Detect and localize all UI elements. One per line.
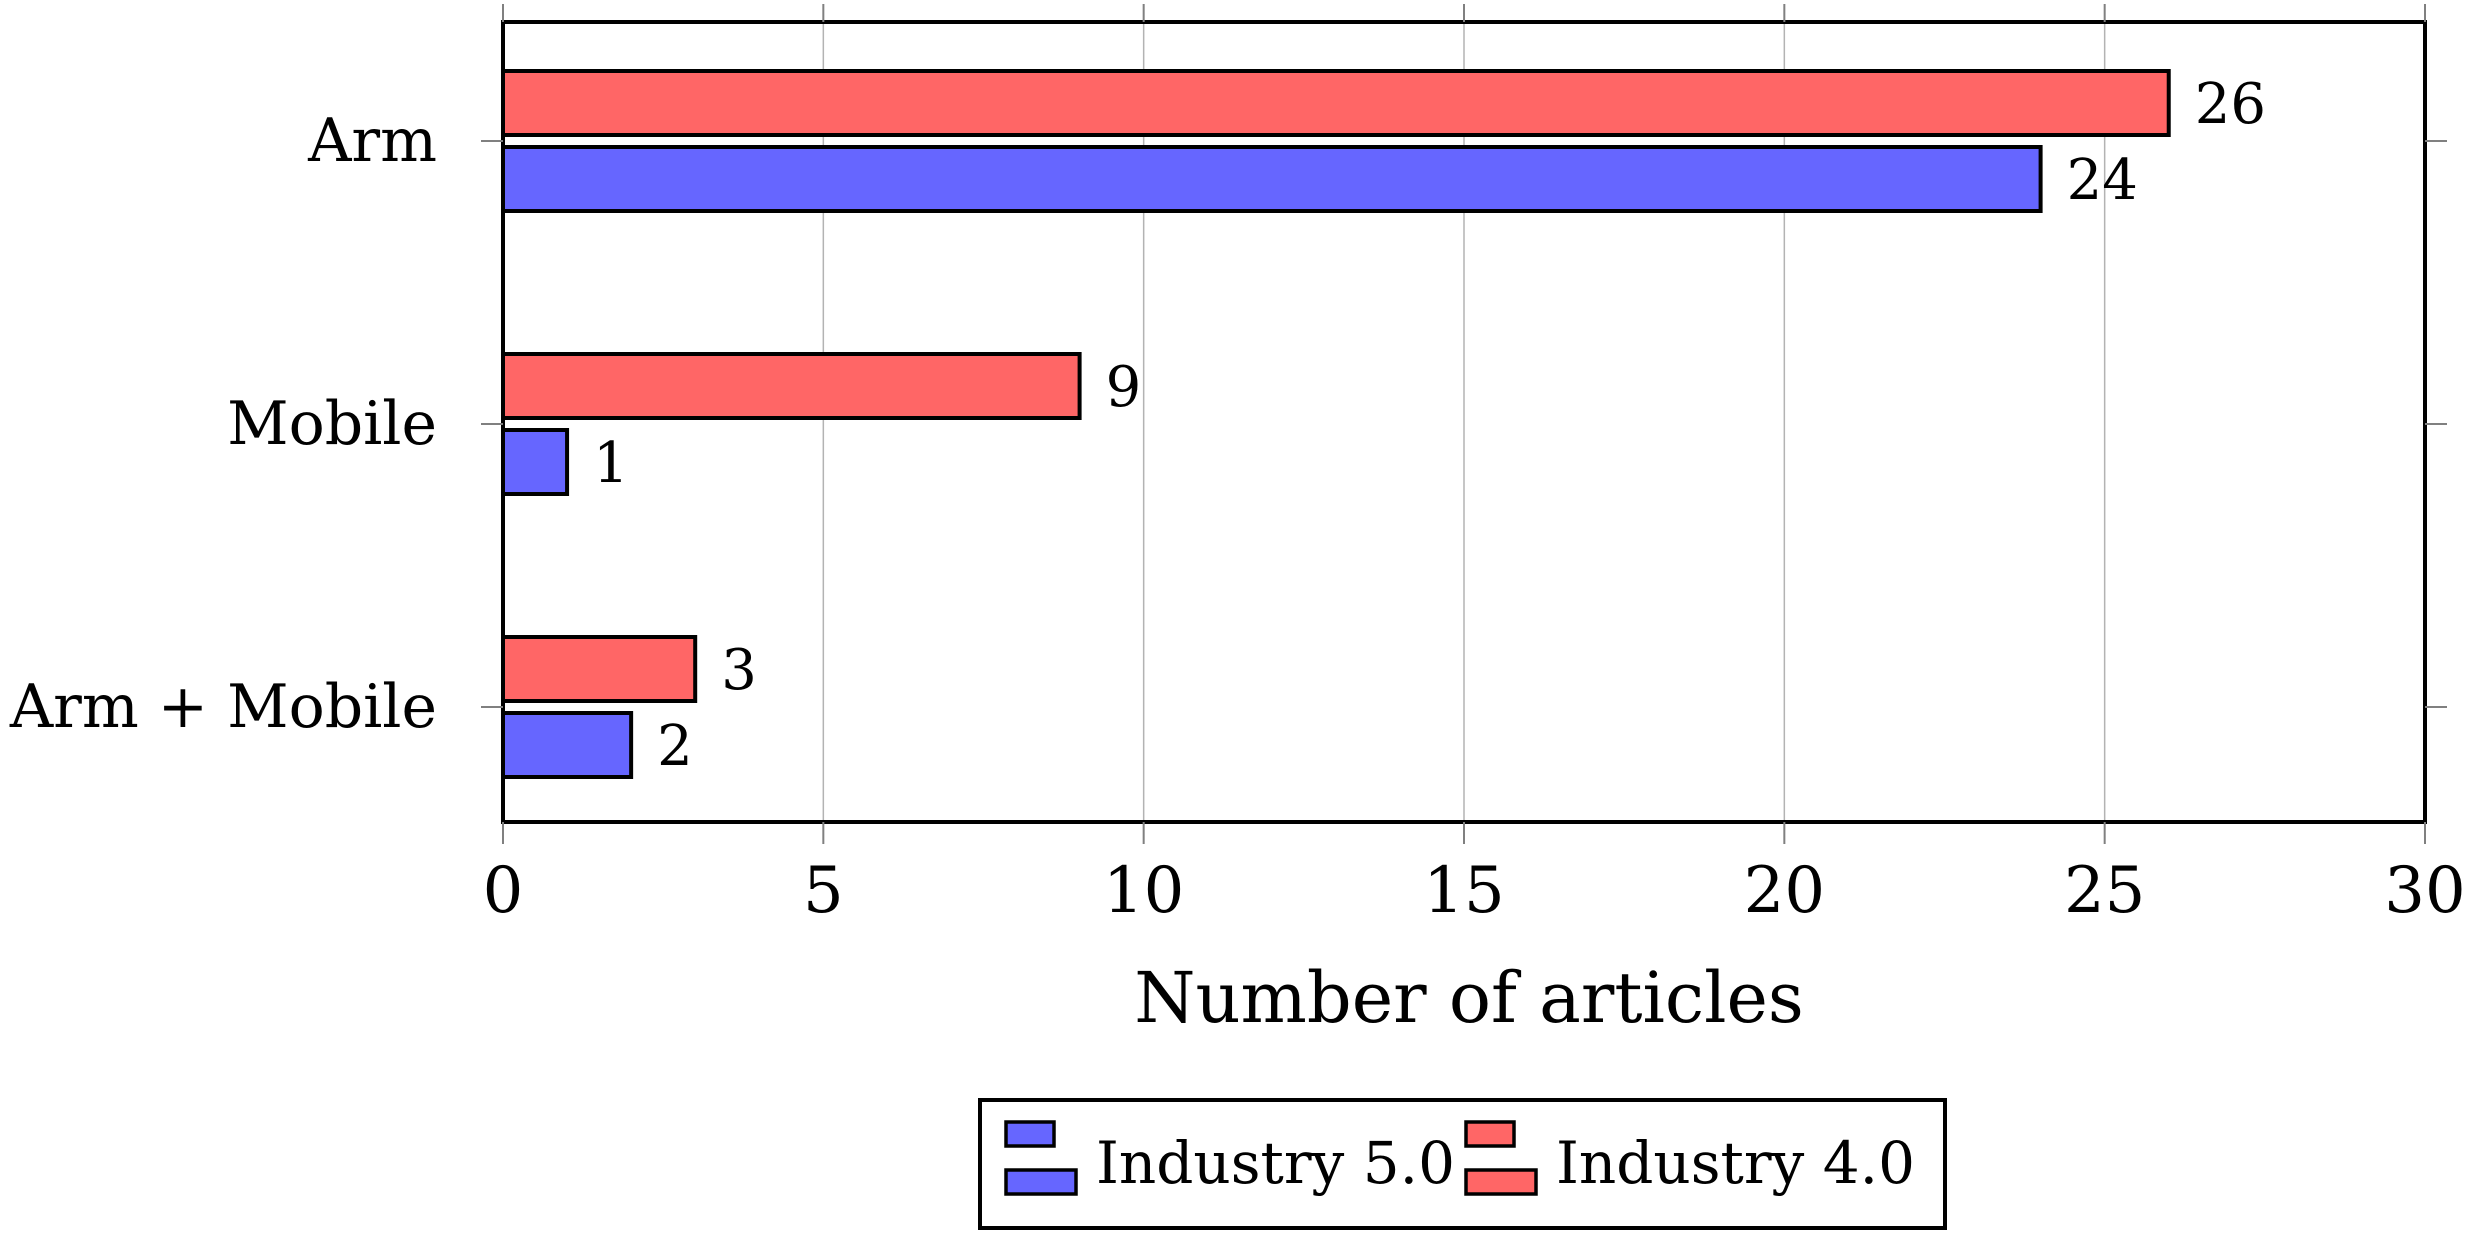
bar xyxy=(501,69,2171,137)
data-label: 26 xyxy=(2195,72,2266,137)
data-labels: 26 24 9 1 32 xyxy=(593,72,2266,779)
data-label: 3 xyxy=(721,638,757,703)
legend-swatch xyxy=(1464,1120,1516,1148)
grid-lines xyxy=(822,22,2106,822)
y-tick-label: Arm + Mobile xyxy=(9,672,437,742)
x-tick-label: 25 xyxy=(2064,854,2145,928)
data-label: 9 xyxy=(1106,355,1142,420)
x-tick-label: 0 xyxy=(483,854,524,928)
y-tick-label: Mobile xyxy=(227,389,437,459)
legend-box xyxy=(978,1098,1947,1230)
legend-label: Industry 4.0 xyxy=(1556,1129,1915,1197)
x-tick-label: 15 xyxy=(1423,854,1504,928)
bar xyxy=(501,635,698,703)
x-tick-label: 10 xyxy=(1103,854,1184,928)
bar xyxy=(501,428,570,496)
bar xyxy=(501,352,1082,420)
legend: Industry 5.0 Industry 4.0 xyxy=(978,1098,1947,1230)
legend-swatch xyxy=(1464,1168,1538,1196)
x-tick-label: 5 xyxy=(803,854,844,928)
legend-swatch xyxy=(1004,1168,1078,1196)
bar xyxy=(501,145,2043,213)
legend-swatch xyxy=(1004,1120,1056,1148)
x-tick-label: 20 xyxy=(1744,854,1825,928)
y-tick-label: Arm xyxy=(307,106,437,176)
data-label: 2 xyxy=(657,714,693,779)
x-axis-title: Number of articles xyxy=(1134,957,1804,1039)
axis-ticks: 0 5 10 15 20 25 30 Arm Mobile Arm + Mobile xyxy=(9,4,2466,928)
legend-label: Industry 5.0 xyxy=(1096,1129,1455,1197)
x-tick-label: 30 xyxy=(2384,854,2465,928)
data-label: 1 xyxy=(593,431,629,496)
bar xyxy=(501,711,634,779)
data-label: 24 xyxy=(2067,148,2138,213)
